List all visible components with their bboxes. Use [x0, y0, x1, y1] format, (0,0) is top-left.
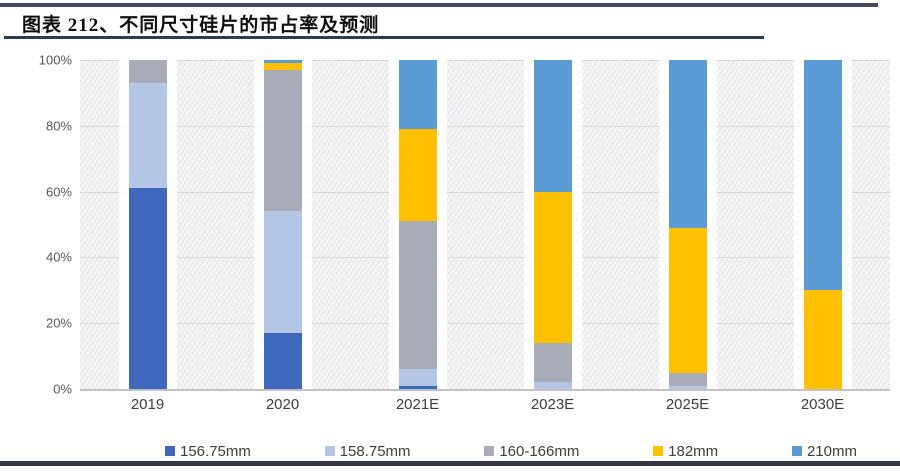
bar-segment-210mm	[263, 60, 302, 64]
bar-2030E	[803, 60, 842, 389]
bar-segment-210mm	[803, 60, 842, 291]
legend-item-210mm: 210mm	[791, 442, 857, 460]
bar-segment-182mm	[803, 290, 842, 389]
bar-segment-210mm	[668, 60, 707, 228]
legend-swatch-icon	[791, 446, 802, 456]
bar-segment-158.75mm	[128, 83, 167, 189]
legend-item-182mm: 182mm	[653, 443, 718, 460]
chart-legend: 156.75mm 158.75mm 160-166mm 182mm 210mm	[165, 441, 857, 461]
gridline	[80, 323, 890, 325]
top-divider	[0, 3, 878, 7]
x-axis-label-2023E: 2023E	[530, 396, 575, 413]
x-axis-label-2020: 2020	[265, 396, 300, 413]
bar-segment-210mm	[398, 60, 437, 130]
bar-segment-158.75mm	[668, 385, 707, 389]
legend-item-156.75mm: 156.75mm	[165, 443, 251, 460]
bar-segment-156.75mm	[398, 385, 437, 389]
bar-segment-182mm	[533, 191, 572, 343]
bar-segment-158.75mm	[398, 369, 437, 386]
bar-slot-2021E	[350, 60, 485, 389]
bar-slot-2023E	[485, 60, 620, 389]
y-axis-tick-label: 100%	[38, 52, 72, 68]
bottom-divider	[0, 461, 900, 466]
gridline	[80, 257, 890, 259]
legend-item-158.75mm: 158.75mm	[324, 442, 411, 460]
bar-segment-160-166mm	[128, 60, 167, 84]
bar-slot-2019	[80, 60, 215, 389]
bar-segment-182mm	[668, 227, 707, 373]
legend-label: 160-166mm	[499, 442, 580, 460]
y-axis-tick-label: 40%	[45, 249, 72, 265]
y-axis-tick-label: 60%	[45, 184, 72, 200]
bar-segment-182mm	[263, 63, 302, 70]
x-axis-label-2030E: 2030E	[800, 396, 845, 413]
bar-slot-2030E	[755, 60, 890, 389]
gridline	[80, 389, 890, 391]
bar-segment-158.75mm	[263, 211, 302, 334]
y-axis-tick-label: 80%	[45, 118, 72, 134]
bar-slot-2025E	[620, 60, 755, 389]
bar-segment-160-166mm	[263, 69, 302, 212]
x-axis-label-2019: 2019	[130, 396, 165, 413]
x-axis-label-2021E: 2021E	[395, 396, 440, 413]
bar-segment-160-166mm	[533, 342, 572, 383]
bar-segment-156.75mm	[263, 333, 302, 389]
legend-item-160-166mm: 160-166mm	[484, 443, 579, 460]
bar-segment-160-166mm	[398, 221, 437, 370]
gridline	[80, 125, 890, 127]
legend-label: 156.75mm	[180, 442, 251, 460]
legend-swatch-icon	[653, 446, 664, 456]
bar-2025E	[668, 60, 707, 389]
legend-swatch-icon	[484, 446, 495, 456]
bar-slot-2020	[215, 60, 350, 389]
legend-label: 158.75mm	[339, 442, 411, 460]
bar-segment-182mm	[398, 129, 437, 222]
gridline	[80, 191, 890, 193]
x-axis-label-2025E: 2025E	[665, 396, 710, 413]
bar-segment-156.75mm	[128, 188, 167, 389]
legend-swatch-icon	[324, 446, 335, 456]
y-axis-tick-label: 20%	[45, 315, 72, 331]
bar-segment-158.75mm	[533, 382, 572, 389]
bar-2021E	[398, 60, 437, 389]
bar-2020	[263, 60, 302, 389]
legend-swatch-icon	[165, 446, 175, 456]
chart-title: 图表 212、不同尺寸硅片的市占率及预测	[22, 15, 380, 36]
title-underline	[4, 36, 764, 39]
bar-2023E	[533, 60, 572, 389]
legend-label: 210mm	[806, 442, 857, 460]
bar-segment-160-166mm	[668, 372, 707, 386]
legend-label: 182mm	[668, 442, 719, 460]
plot-area	[80, 60, 890, 391]
bar-2019	[128, 60, 167, 389]
y-axis-tick-label: 0%	[53, 381, 72, 397]
bar-segment-210mm	[533, 60, 572, 192]
gridline	[80, 60, 890, 61]
